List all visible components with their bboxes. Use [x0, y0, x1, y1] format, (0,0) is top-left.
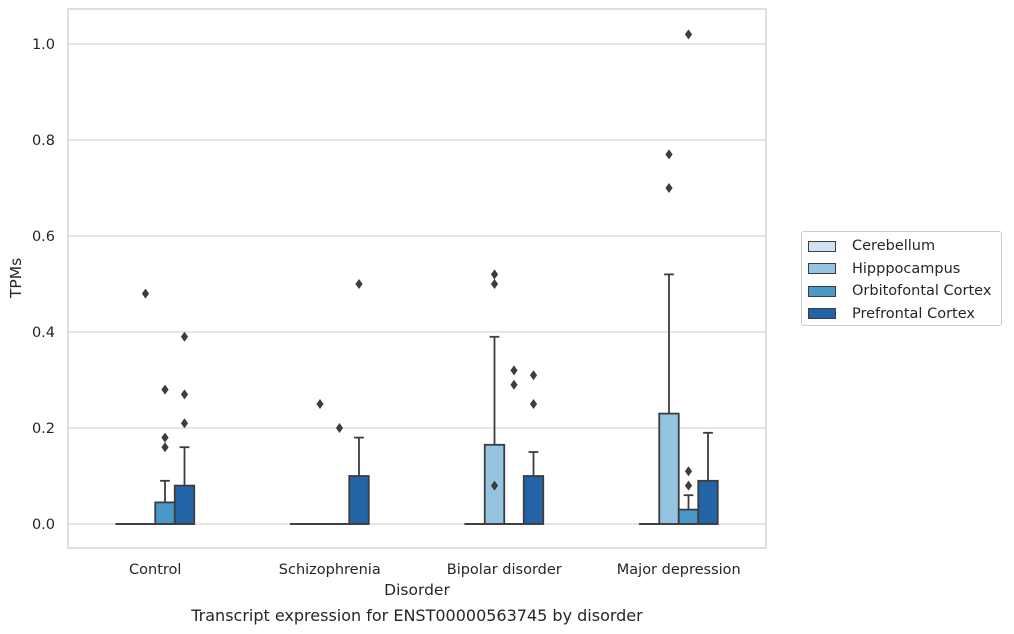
outlier-point — [510, 365, 518, 376]
legend-swatch — [808, 308, 836, 320]
box-group — [134, 288, 157, 525]
box-group — [658, 149, 680, 525]
legend: Cerebellum Hipppocampus Orbitofontal Corte… — [801, 231, 1002, 326]
y-tick-label: 0.0 — [32, 517, 55, 533]
box-group — [154, 384, 176, 525]
outlier-point — [316, 399, 324, 409]
outlier-point — [684, 466, 693, 477]
y-tick-label: 0.8 — [32, 133, 55, 149]
outlier-point — [684, 480, 693, 491]
box-group — [328, 423, 351, 525]
legend-item: Cerebellum — [808, 235, 1001, 258]
legend-swatch — [808, 285, 836, 297]
x-tick-label: Bipolar disorder — [447, 562, 562, 578]
outlier-point — [665, 149, 673, 160]
outlier-point — [355, 279, 363, 289]
box — [697, 479, 719, 525]
outlier-point — [180, 331, 189, 342]
outlier-point — [529, 399, 538, 409]
outlier-point — [529, 370, 538, 381]
outlier-point — [161, 432, 169, 443]
box-group — [522, 370, 545, 525]
box-group — [309, 399, 331, 525]
outlier-point — [665, 183, 673, 193]
box-group — [503, 365, 525, 525]
chart-caption: Transcript expression for ENST0000056374… — [191, 606, 643, 625]
legend-label: Hipppocampus — [852, 260, 961, 277]
legend-swatch — [808, 240, 836, 252]
y-tick-label: 0.4 — [32, 325, 55, 341]
box-group — [697, 431, 719, 525]
box-group — [483, 269, 506, 525]
outlier-point — [510, 379, 518, 390]
legend-label: Orbitofontal Cortex — [852, 283, 992, 300]
y-tick-label: 0.6 — [32, 229, 55, 245]
legend-item: Prefrontal Cortex — [808, 303, 1001, 326]
legend-label: Prefrontal Cortex — [852, 305, 975, 322]
y-axis-label: TPMs — [7, 258, 25, 299]
x-axis-ticks: Control Schizophrenia Bipolar disorder Majo… — [129, 562, 741, 578]
x-axis-label: Disorder — [384, 581, 450, 599]
y-tick-label: 1.0 — [32, 37, 55, 53]
outlier-point — [141, 288, 150, 299]
outlier-point — [684, 29, 693, 40]
plot-area-frame — [67, 8, 767, 549]
x-tick-label: Schizophrenia — [279, 562, 381, 578]
box — [658, 412, 680, 525]
x-tick-label: Major depression — [617, 562, 741, 578]
box — [522, 475, 545, 525]
legend-label: Cerebellum — [852, 238, 936, 255]
box — [677, 508, 700, 525]
outlier-point — [180, 418, 189, 429]
outlier-point — [180, 389, 189, 400]
outlier-point — [490, 269, 499, 280]
outlier-point — [335, 423, 344, 433]
y-tick-label: 0.2 — [32, 421, 55, 437]
outlier-point — [161, 442, 169, 453]
y-axis-ticks: 0.0 0.2 0.4 0.6 0.8 1.0 — [32, 37, 55, 533]
box-group — [677, 29, 700, 525]
outlier-point — [161, 384, 169, 395]
outlier-point — [490, 480, 499, 491]
legend-item: Hipppocampus — [808, 258, 1001, 281]
boxes — [115, 29, 719, 525]
box-group — [348, 279, 370, 525]
x-tick-label: Control — [129, 562, 181, 578]
legend-swatch — [808, 263, 836, 275]
box — [348, 475, 370, 525]
legend-item: Orbitofontal Cortex — [808, 280, 1001, 303]
box — [173, 484, 196, 525]
box — [154, 501, 176, 525]
box-group — [173, 331, 196, 525]
outlier-point — [490, 279, 499, 289]
